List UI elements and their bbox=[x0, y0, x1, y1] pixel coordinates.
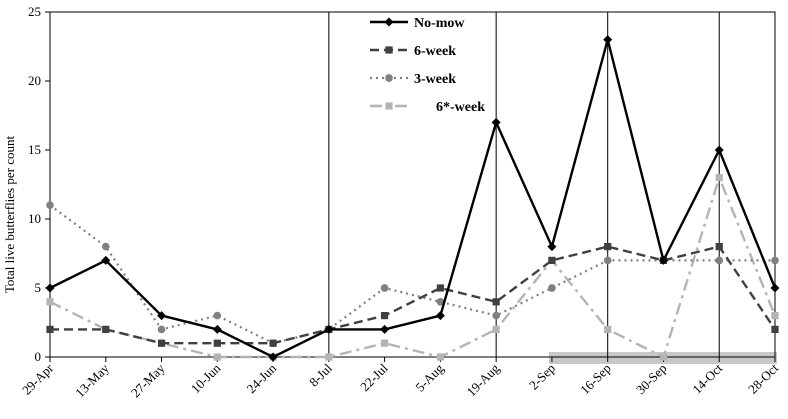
x-tick-label: 13-May bbox=[72, 360, 112, 400]
x-tick-label: 27-May bbox=[128, 360, 168, 400]
data-point-3-week bbox=[492, 311, 500, 320]
plot-frame bbox=[49, 11, 776, 358]
data-point-6-week bbox=[715, 243, 723, 251]
x-tick-label: 24-Jun bbox=[244, 360, 280, 396]
data-point-6-week bbox=[381, 339, 389, 347]
data-point-6-week bbox=[548, 256, 556, 264]
legend-entry-3-week: 3-week bbox=[370, 72, 456, 87]
data-point-no-mow bbox=[435, 311, 445, 321]
x-tick-label: 16-Sep bbox=[577, 361, 614, 398]
x-tick-label: 28-Oct bbox=[745, 360, 781, 396]
y-tick-label: 20 bbox=[28, 73, 41, 88]
data-point-6-week bbox=[436, 353, 444, 361]
series-6-week bbox=[46, 174, 779, 361]
data-point-3-week bbox=[548, 284, 556, 292]
data-point-3-week bbox=[213, 311, 222, 320]
legend-label: No-mow bbox=[414, 16, 465, 31]
data-point-6-week bbox=[102, 325, 110, 333]
data-point-no-mow bbox=[547, 242, 557, 252]
x-tick-label: 30-Sep bbox=[633, 361, 670, 398]
y-tick-label: 10 bbox=[28, 211, 41, 226]
x-tick-label: 5-Aug bbox=[412, 360, 446, 394]
series-line-3-week bbox=[49, 204, 775, 345]
data-point-6-week bbox=[492, 325, 500, 333]
data-point-no-mow bbox=[268, 352, 278, 362]
y-tick-label: 0 bbox=[35, 349, 42, 364]
legend-swatch-marker bbox=[385, 46, 393, 54]
data-point-3-week bbox=[46, 201, 54, 210]
legend-label: 6-week bbox=[414, 44, 456, 59]
data-point-6-week bbox=[436, 284, 444, 292]
data-point-3-week bbox=[715, 256, 724, 265]
data-point-no-mow bbox=[714, 145, 724, 155]
data-point-no-mow bbox=[491, 117, 501, 127]
data-point-no-mow bbox=[212, 324, 222, 334]
data-point-6-week bbox=[492, 298, 500, 306]
x-tick-label: 19-Aug bbox=[464, 360, 503, 399]
legend-swatch-marker bbox=[385, 102, 393, 110]
series-3-week bbox=[46, 201, 779, 348]
series-no-mow bbox=[45, 34, 780, 362]
data-point-no-mow bbox=[157, 311, 167, 321]
x-tick-label: 14-Oct bbox=[689, 360, 725, 396]
series-line-no-mow bbox=[49, 34, 777, 359]
y-tick-label: 5 bbox=[35, 280, 42, 295]
data-point-6-week bbox=[213, 339, 221, 347]
x-tick-label: 29-Apr bbox=[19, 360, 57, 398]
x-tick-label: 10-Jun bbox=[188, 360, 224, 396]
data-point-6-week bbox=[604, 243, 612, 251]
legend-entry-6-week: 6*-week bbox=[370, 100, 485, 115]
data-point-6-week bbox=[325, 353, 333, 361]
x-tick-label: 2-Sep bbox=[526, 361, 558, 393]
legend-swatch-marker bbox=[384, 17, 394, 27]
legend-label: 3-week bbox=[414, 72, 456, 87]
y-tick-label: 25 bbox=[28, 4, 41, 19]
data-point-no-mow bbox=[770, 283, 780, 293]
data-point-6-week bbox=[771, 312, 779, 320]
legend-entry-no-mow: No-mow bbox=[370, 16, 465, 31]
data-point-no-mow bbox=[101, 255, 111, 265]
data-point-6-week bbox=[381, 312, 389, 320]
y-tick-label: 15 bbox=[28, 142, 41, 157]
data-point-6-week bbox=[269, 339, 277, 347]
data-point-3-week bbox=[380, 284, 389, 292]
series-line-6-week bbox=[49, 174, 777, 359]
legend-entry-6-week: 6-week bbox=[370, 44, 456, 59]
data-point-3-week bbox=[436, 297, 445, 306]
data-point-no-mow bbox=[603, 35, 613, 45]
data-point-6-week bbox=[213, 353, 221, 361]
x-tick-label: 8-Jul bbox=[306, 360, 335, 389]
data-point-3-week bbox=[101, 242, 110, 251]
data-point-no-mow bbox=[324, 324, 334, 334]
data-point-3-week bbox=[771, 256, 779, 265]
data-point-3-week bbox=[157, 325, 166, 334]
legend-swatch-marker bbox=[385, 74, 393, 82]
data-point-6-week bbox=[46, 298, 54, 306]
data-point-6-week bbox=[715, 174, 723, 182]
data-point-6-week bbox=[157, 339, 166, 347]
data-point-3-week bbox=[603, 256, 612, 265]
data-point-6-week bbox=[771, 325, 779, 333]
series-line-6-week bbox=[50, 245, 776, 345]
data-point-no-mow bbox=[45, 283, 55, 293]
data-point-no-mow bbox=[658, 255, 668, 265]
data-point-6-week bbox=[604, 325, 612, 333]
x-tick-label: 22-Jul bbox=[357, 360, 391, 394]
data-point-6-week bbox=[46, 325, 54, 333]
data-point-no-mow bbox=[380, 324, 390, 334]
legend-label: 6*-week bbox=[436, 100, 485, 115]
y-axis-title: Total live butterflies per count bbox=[2, 136, 17, 294]
data-point-6-week bbox=[659, 353, 668, 361]
